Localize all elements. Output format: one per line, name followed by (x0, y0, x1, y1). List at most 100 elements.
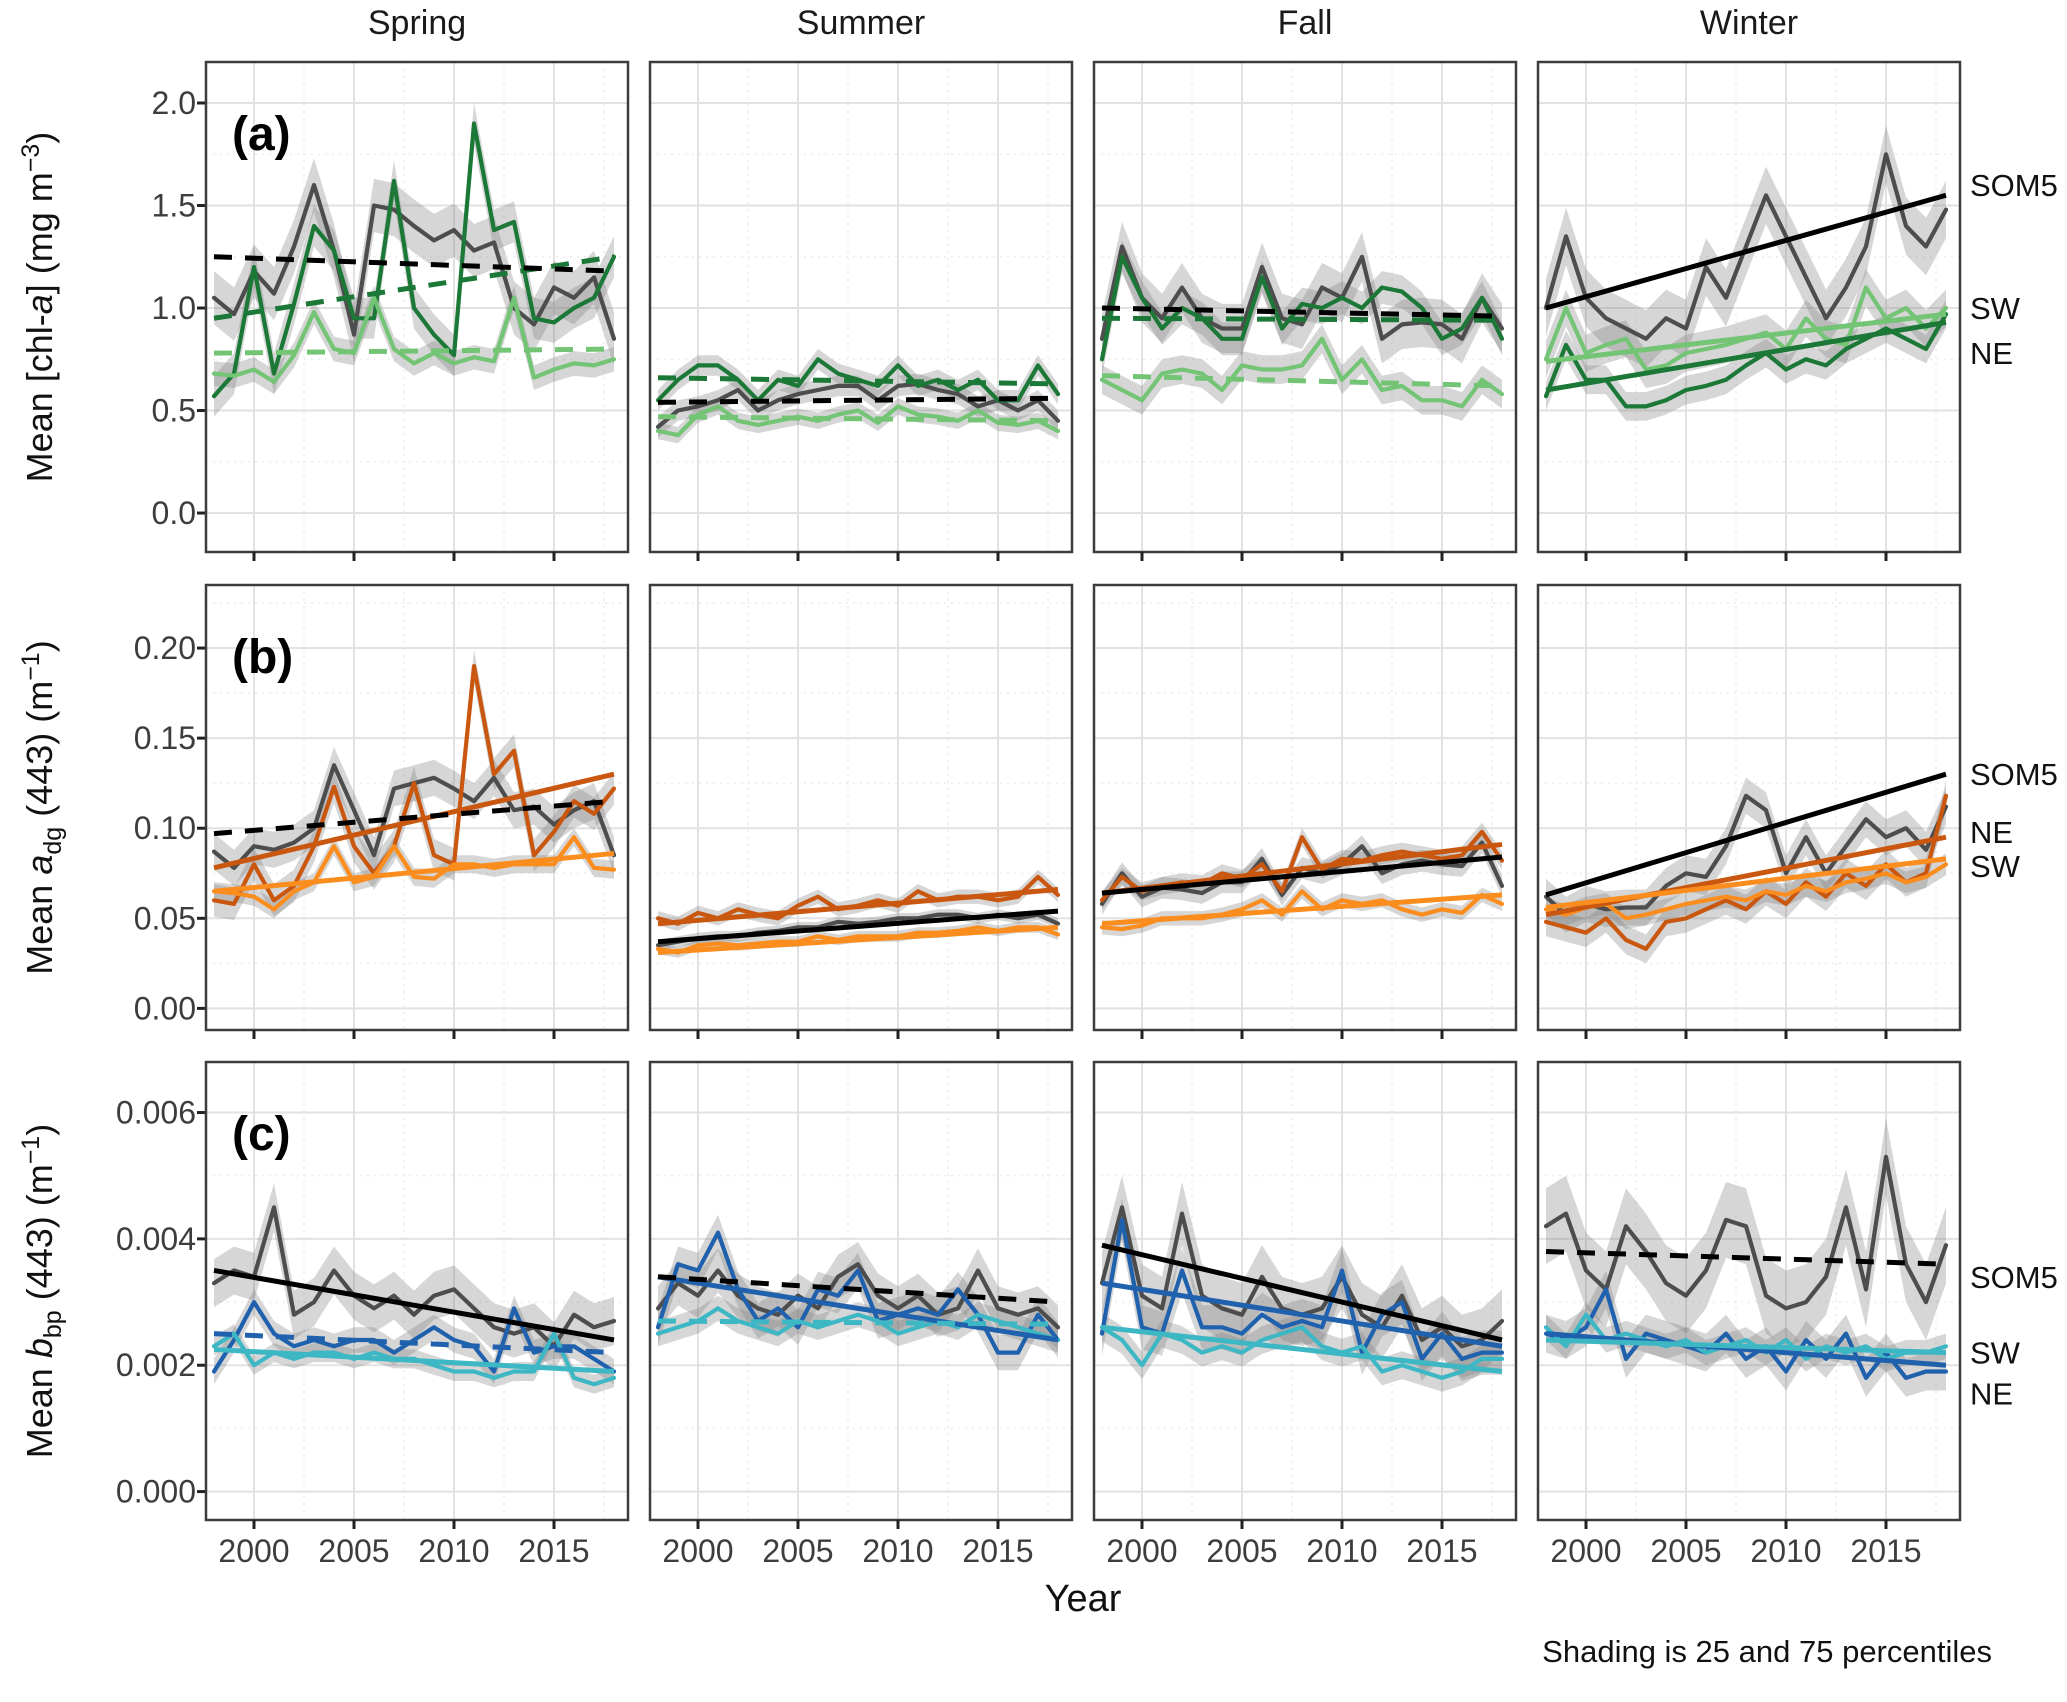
series-line-som5 (655, 381, 1061, 429)
trend-ne (657, 1274, 1059, 1343)
ribbon-som5 (214, 158, 614, 366)
y-tick-label: 0.10 (134, 810, 196, 846)
x-tick-label: 2005 (762, 1533, 833, 1569)
panel-c-spring: 2000 2005 2010 2015 (204, 1060, 630, 1569)
trend-som5 (657, 908, 1059, 945)
series-label-ne: NE (1970, 336, 2013, 371)
ribbon-sw (658, 398, 1058, 444)
panel-a-fall (1092, 60, 1518, 561)
trend-sw (213, 1346, 615, 1375)
series-line-sw (655, 404, 1061, 438)
y-tick-label: 1.0 (152, 290, 196, 326)
column-title-spring: Spring (368, 4, 466, 42)
shading-caption: Shading is 25 and 75 percentiles (1542, 1634, 1992, 1669)
trend-som5 (657, 395, 1059, 405)
column-title-fall: Fall (1278, 4, 1333, 42)
trend-sw (1545, 311, 1947, 364)
series-label-som5: SOM5 (1970, 168, 2058, 203)
trend-som5 (1101, 305, 1503, 319)
y-tick-label: 0.004 (116, 1221, 196, 1257)
panel-a-spring (204, 60, 630, 561)
y-tick-label: 0.05 (134, 900, 196, 936)
trend-sw (657, 1318, 1059, 1327)
trend-ne (1101, 1280, 1503, 1349)
trend-ne (213, 1331, 615, 1356)
series-line-ne (211, 663, 617, 907)
series-line-som5 (211, 182, 617, 341)
ribbon-sw (1102, 324, 1502, 421)
series-line-sw (1099, 336, 1505, 409)
x-tick-label: 2015 (1406, 1533, 1477, 1569)
x-tick-label: 2005 (1206, 1533, 1277, 1569)
y-tick-label: 0.006 (116, 1095, 196, 1131)
x-tick-label: 2010 (1306, 1533, 1377, 1569)
trend-som5 (1101, 854, 1503, 896)
trend-ne (213, 771, 615, 871)
series-label-ne: NE (1970, 1377, 2013, 1412)
series-line-som5 (1543, 1154, 1949, 1311)
y-tick-label: 0.15 (134, 720, 196, 756)
series-line-som5 (211, 1205, 617, 1349)
ribbon-ne (1102, 240, 1502, 376)
trend-som5 (213, 254, 615, 274)
y-tick-label: 0.0 (152, 495, 196, 531)
panel-b-spring (204, 583, 630, 1039)
trend-som5 (1545, 771, 1947, 898)
x-tick-label: 2000 (662, 1533, 733, 1569)
x-tick-label: 2000 (1106, 1533, 1177, 1569)
ribbon-ne (1102, 1197, 1502, 1381)
y-tick-label: 0.000 (116, 1474, 196, 1510)
panel-a-summer (648, 60, 1074, 561)
x-tick-label: 2005 (1650, 1533, 1721, 1569)
series-line-ne (1543, 793, 1949, 952)
ribbon-ne (1102, 822, 1502, 910)
ribbon-ne (1546, 299, 1946, 421)
series-label-sw: SW (1970, 849, 2021, 884)
trend-som5 (1545, 192, 1947, 311)
trend-sw (1101, 373, 1503, 389)
trend-ne (657, 886, 1059, 927)
x-tick-label: 2000 (1550, 1533, 1621, 1569)
x-tick-label: 2005 (318, 1533, 389, 1569)
trend-ne (213, 254, 615, 321)
panel-a-winter (1536, 60, 1962, 561)
trend-som5 (1545, 1249, 1947, 1267)
y-tick-label: 0.00 (134, 990, 196, 1026)
ribbon-ne (1546, 781, 1946, 964)
series-line-sw (655, 1306, 1061, 1343)
series-label-sw: SW (1970, 1336, 2021, 1371)
x-tick-label: 2000 (218, 1533, 289, 1569)
panel-c-summer: 2000 2005 2010 2015 (648, 1060, 1074, 1569)
trend-sw (213, 346, 615, 356)
series-label-sw: SW (1970, 291, 2021, 326)
trend-ne (1545, 1331, 1947, 1368)
x-tick-label: 2010 (418, 1533, 489, 1569)
panel-b-fall (1092, 583, 1518, 1039)
ribbon-som5 (214, 747, 614, 886)
trend-ne (1101, 315, 1503, 323)
x-axis-title: Year (1044, 1578, 1122, 1620)
y-tick-label: 0.20 (134, 630, 196, 666)
ribbon-sw (1102, 884, 1502, 937)
y-tick-label: 0.002 (116, 1347, 196, 1383)
panel-c-winter: 2000 2005 2010 2015 (1536, 1060, 1962, 1569)
trend-som5 (213, 798, 615, 837)
ribbon-sw (1546, 269, 1946, 388)
series-line-som5 (1543, 152, 1949, 341)
trend-sw (1101, 1324, 1503, 1375)
y-tick-label: 2.0 (152, 85, 196, 121)
series-label-som5: SOM5 (1970, 1260, 2058, 1295)
series-line-sw (1543, 862, 1949, 921)
y-axis-title-b: Mean adg (443) (m−1) (17, 640, 67, 974)
ribbon-ne (658, 1214, 1058, 1371)
trend-ne (657, 375, 1059, 387)
x-tick-label: 2010 (862, 1533, 933, 1569)
trend-sw (657, 414, 1059, 424)
series-line-sw (211, 835, 617, 912)
y-axis-title-a: Mean [chl-a] (mg m−3) (17, 132, 60, 483)
trend-sw (657, 924, 1059, 956)
trend-sw (1545, 856, 1947, 910)
x-tick-label: 2015 (518, 1533, 589, 1569)
